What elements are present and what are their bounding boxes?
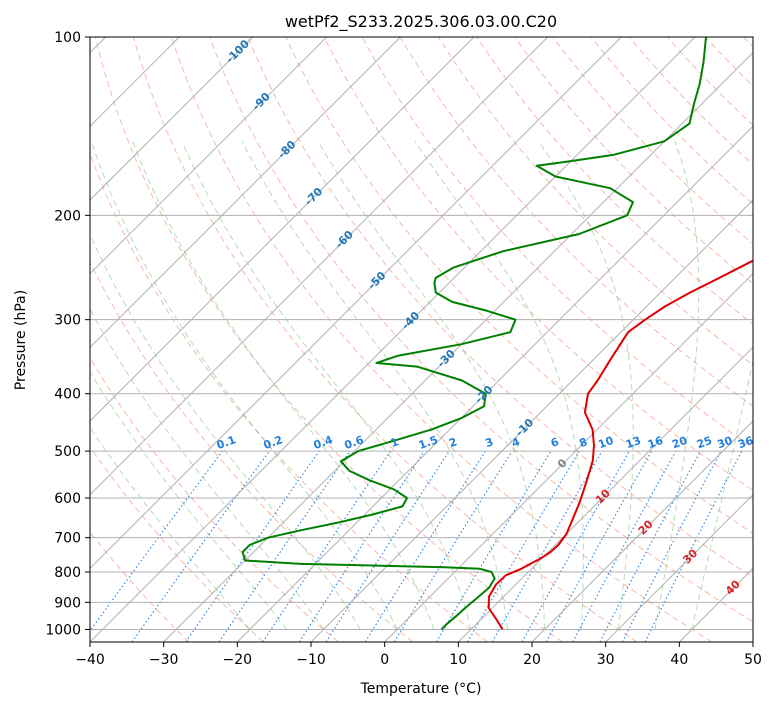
- x-tick-label: 10: [449, 652, 467, 668]
- isotherm-line: [384, 272, 753, 642]
- dry-adiabat: [171, 37, 712, 642]
- dry-adiabat: [476, 37, 753, 325]
- mixing-ratio-label: 0.2: [262, 433, 285, 452]
- y-axis: 100 200 300 400 500 600 700 800 900 1000: [45, 30, 90, 638]
- y-tick-label: 800: [54, 565, 81, 581]
- isotherm-line: [310, 199, 753, 642]
- x-axis-label: Temperature (°C): [360, 681, 482, 697]
- mixing-ratio-line: [521, 450, 631, 642]
- dry-adiabat: [90, 260, 414, 642]
- dry-adiabat: [94, 37, 563, 642]
- mixing-ratio-label: 36: [736, 434, 755, 452]
- x-tick-label: −40: [75, 652, 105, 668]
- mixing-ratio-line: [572, 450, 677, 642]
- mixing-ratio-label: 0.6: [343, 433, 366, 452]
- isotherm-line: [752, 641, 753, 642]
- mixing-ratio-line: [90, 450, 223, 632]
- y-tick-label: 200: [54, 208, 81, 224]
- moist-adiabat: [90, 426, 251, 630]
- mixing-ratio-line: [262, 450, 392, 642]
- dewpoint-profile: [241, 37, 707, 631]
- dry-adiabat: [90, 356, 339, 642]
- mixing-ratio-label: 2: [447, 435, 459, 450]
- dry-adiabat: [514, 37, 753, 285]
- y-tick-label: 900: [54, 595, 81, 611]
- isotherm-line: [90, 37, 254, 201]
- mixing-ratio-label: 20: [670, 434, 689, 452]
- mixing-ratio-label: 1: [389, 435, 401, 450]
- moist-adiabat: [654, 141, 700, 630]
- mixing-ratio-line: [644, 450, 743, 642]
- temperature-profile: [487, 259, 753, 630]
- mixing-ratio-line: [325, 450, 450, 642]
- dry-adiabat: [285, 37, 753, 535]
- isotherm-line: [90, 37, 696, 642]
- mixing-ratio-label: 0.1: [215, 433, 238, 452]
- mixing-ratio-line: [218, 450, 351, 642]
- mixing-ratio-label: 8: [577, 435, 589, 450]
- y-tick-label: 300: [54, 313, 81, 329]
- mixing-ratio-label: 13: [624, 434, 643, 451]
- mixing-ratio-label: 16: [646, 434, 665, 452]
- y-tick-label: 400: [54, 387, 81, 403]
- x-tick-label: −20: [223, 652, 253, 668]
- isotherm-line: [605, 493, 753, 642]
- moist-adiabat: [691, 358, 753, 630]
- mixing-ratio-label: 1.5: [417, 433, 440, 452]
- mixing-ratio-line: [131, 450, 270, 642]
- isotherm-line: [90, 37, 401, 349]
- isotherm-line: [236, 125, 753, 642]
- moist-adiabat: [317, 141, 546, 630]
- x-tick-label: 0: [380, 652, 389, 668]
- moist-adiabat: [90, 232, 361, 630]
- mixing-ratio-line: [545, 450, 653, 642]
- isotherm-line: [90, 37, 328, 275]
- y-tick-label: 700: [54, 531, 81, 547]
- y-tick-label: 1000: [45, 622, 81, 638]
- x-tick-label: −30: [149, 652, 179, 668]
- profile-lines: [241, 37, 753, 631]
- x-tick-label: −10: [296, 652, 326, 668]
- x-tick-label: 20: [523, 652, 541, 668]
- moist-adiabat: [90, 308, 324, 630]
- moist-adiabat: [90, 141, 398, 630]
- mixing-ratio-line: [393, 450, 513, 642]
- mixing-ratio-label: 10: [597, 434, 616, 452]
- dry-adiabat: [323, 37, 753, 491]
- x-tick-label: 50: [744, 652, 762, 668]
- y-tick-label: 500: [54, 444, 81, 460]
- x-tick-label: 40: [670, 652, 688, 668]
- dry-adiabat: [209, 37, 753, 623]
- mixing-ratio-line: [298, 450, 425, 642]
- moist-adiabat: [181, 141, 472, 630]
- x-tick-label: 30: [597, 652, 615, 668]
- mixing-ratio-label: 4: [510, 435, 522, 450]
- moist-adiabat: [90, 370, 288, 630]
- dry-adiabat: [90, 446, 264, 642]
- mixing-ratio-label: 6: [549, 435, 561, 450]
- pressure-gridlines: [90, 37, 753, 630]
- moist-adiabat: [414, 141, 584, 630]
- isotherm-line: [90, 37, 475, 422]
- y-tick-label: 600: [54, 491, 81, 507]
- isotherm-line: [531, 420, 753, 642]
- chart-title: wetPf2_S233.2025.306.03.00.C20: [285, 12, 557, 32]
- y-axis-label: Pressure (hPa): [13, 290, 29, 390]
- dry-adiabat: [247, 37, 753, 578]
- plot-area: -100-90-80-70-60-50-40-30-20-10010203040…: [89, 36, 755, 643]
- y-tick-label: 100: [54, 30, 81, 46]
- isotherm-line: [90, 37, 622, 570]
- dry-adiabat: [132, 37, 638, 642]
- mixing-ratio-label: 30: [715, 434, 734, 452]
- mixing-ratio-line: [185, 450, 320, 642]
- isotherm-line: [90, 37, 549, 496]
- mixing-ratio-label: 3: [483, 435, 495, 450]
- mixing-ratio-label: 0.4: [312, 433, 335, 452]
- mixing-ratio-label: 25: [695, 434, 714, 451]
- background-lines: [90, 37, 753, 642]
- isotherm-line: [457, 346, 753, 642]
- moist-adiabat: [132, 141, 435, 630]
- x-axis: −40 −30 −20 −10 0 10 20 30 40 50: [75, 642, 762, 668]
